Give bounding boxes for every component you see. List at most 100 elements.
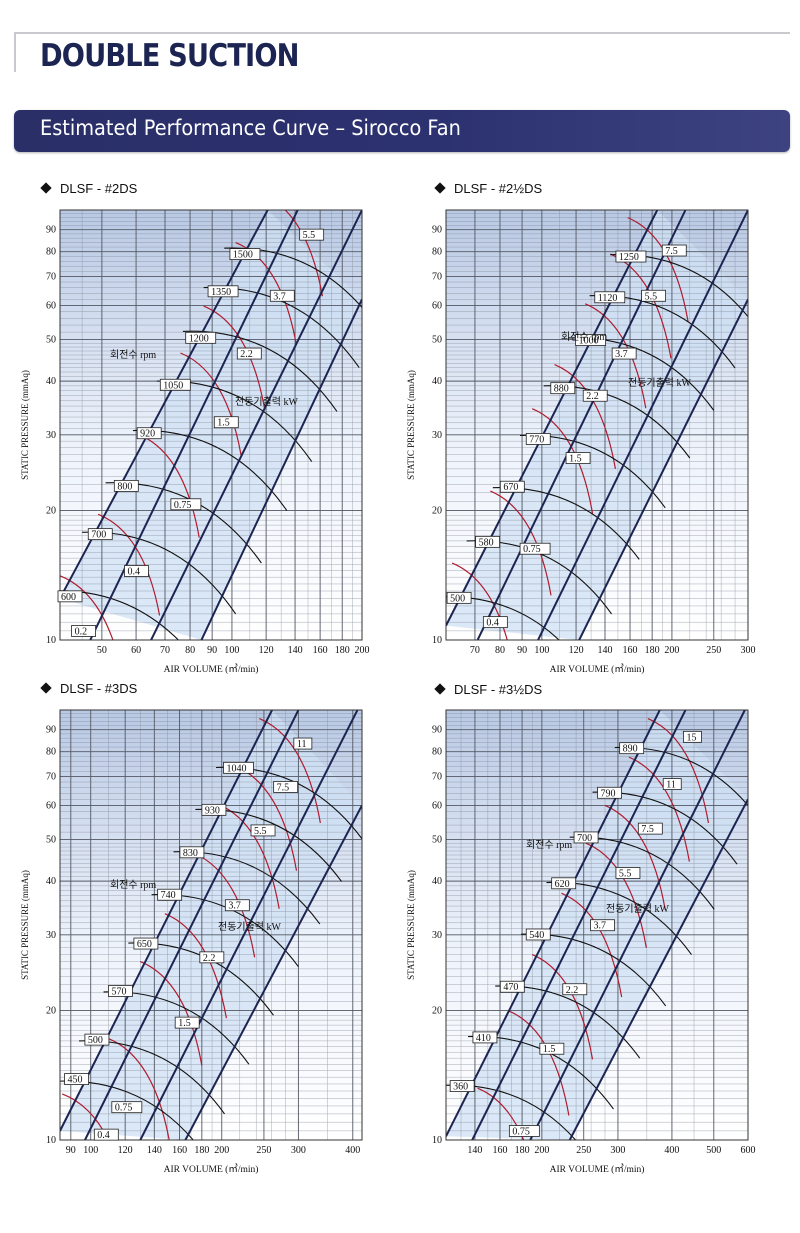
label-text: 1.5 <box>217 418 230 429</box>
operating-region <box>60 210 362 640</box>
boundary-line <box>84 710 300 1140</box>
label-box <box>446 591 472 604</box>
power-label-5.5: 5.5 <box>299 228 325 241</box>
power-curve-0.4 <box>451 562 508 640</box>
label-text: 700 <box>577 833 592 844</box>
x-tick-label: 70 <box>160 645 170 656</box>
label-text: 410 <box>476 1033 491 1044</box>
x-tick-label: 180 <box>194 1145 209 1156</box>
label-box <box>525 928 551 941</box>
power-title: 전동기출력 kW <box>606 903 670 915</box>
label-text: 1250 <box>619 252 639 263</box>
label-box <box>683 730 702 743</box>
chart-title-text: DLSF - #2½DS <box>454 181 543 196</box>
y-tick-label: 60 <box>432 800 442 811</box>
power-curve-11 <box>259 718 321 824</box>
label-text: 1.5 <box>543 1044 556 1055</box>
rpm-label-920: 920 <box>136 427 162 440</box>
label-box <box>213 416 239 429</box>
power-label-2.2: 2.2 <box>236 347 262 360</box>
rpm-label-470: 470 <box>499 980 525 993</box>
label-text: 540 <box>529 930 544 941</box>
y-tick-label: 10 <box>432 635 442 646</box>
power-label-0.75: 0.75 <box>170 498 202 511</box>
label-box <box>499 980 525 993</box>
rpm-label-670: 670 <box>499 480 525 493</box>
power-curve-3.7 <box>235 242 297 346</box>
power-curve-0.4 <box>61 1093 109 1140</box>
x-tick-label: 250 <box>706 645 721 656</box>
label-box <box>539 1042 565 1055</box>
label-box <box>661 244 687 257</box>
x-tick-label: 300 <box>291 1145 306 1156</box>
rpm-label-500: 500 <box>84 1033 110 1046</box>
y-tick-label: 10 <box>46 635 56 646</box>
boundary-line <box>446 210 659 627</box>
boundary-line <box>529 710 746 1140</box>
chart-title-text: DLSF - #3DS <box>60 681 138 696</box>
x-tick-label: 140 <box>147 1145 162 1156</box>
power-label-7.5: 7.5 <box>661 244 687 257</box>
chart-3ds: 45050057065074083093010400.40.751.52.23.… <box>20 709 363 1175</box>
x-tick-label: 100 <box>224 645 239 656</box>
diamond-bullet-icon <box>434 181 446 194</box>
label-text: 890 <box>623 744 638 755</box>
y-tick-label: 80 <box>432 747 442 758</box>
label-text: 1.5 <box>569 454 582 465</box>
x-tick-label: 300 <box>610 1145 625 1156</box>
rpm-label-620: 620 <box>551 877 577 890</box>
page-title: DOUBLE SUCTION <box>40 38 299 74</box>
boundary-line <box>578 298 748 640</box>
power-curve-0.75 <box>138 434 200 538</box>
power-curve-1.5 <box>140 961 203 1066</box>
label-box <box>475 535 500 548</box>
label-box <box>87 528 113 541</box>
label-text: 1.5 <box>178 1018 191 1029</box>
power-label-5.5: 5.5 <box>615 867 641 880</box>
x-tick-label: 90 <box>66 1145 76 1156</box>
x-axis-title: AIR VOLUME (㎥/min) <box>164 663 259 675</box>
label-text: 770 <box>529 434 544 445</box>
plot-area <box>446 210 748 640</box>
label-text: 3.7 <box>615 349 628 360</box>
label-text: 650 <box>137 939 152 950</box>
label-text: 3.7 <box>594 921 607 932</box>
x-tick-label: 200 <box>664 645 679 656</box>
chart-2-5ds: 500 580 670 770 880 1000 1120 1250 0.4 0.75 1.5 2.2… <box>406 209 756 675</box>
label-box <box>508 1125 540 1137</box>
x-tick-label: 250 <box>576 1145 591 1156</box>
label-text: 2.2 <box>586 391 599 402</box>
power-curve-15 <box>647 718 710 824</box>
plot-border <box>59 709 363 1141</box>
x-tick-label: 80 <box>185 645 195 656</box>
label-text: 0.75 <box>174 500 192 511</box>
x-tick-label: 70 <box>470 645 480 656</box>
diamond-bullet-icon <box>434 682 446 695</box>
label-text: 620 <box>555 879 570 890</box>
y-tick-label: 80 <box>432 247 442 258</box>
rpm-title: 회전수 rpm <box>110 879 156 891</box>
label-text: 830 <box>183 848 198 859</box>
label-box <box>133 937 159 950</box>
label-text: 0.4 <box>97 1130 110 1141</box>
label-text: 470 <box>503 982 518 993</box>
label-text: 2.2 <box>240 349 253 360</box>
power-label-2.2: 2.2 <box>199 951 225 964</box>
label-box <box>111 1101 143 1114</box>
y-tick-label: 50 <box>432 834 442 845</box>
power-label-3.7: 3.7 <box>611 347 637 360</box>
boundary-line <box>139 710 359 1140</box>
major-grid <box>446 210 748 640</box>
label-text: 0.2 <box>75 626 88 637</box>
power-label-15: 15 <box>683 730 702 743</box>
plot-area <box>60 210 362 640</box>
y-tick-label: 70 <box>432 772 442 783</box>
boundary-line <box>446 710 661 1137</box>
power-label-3.7: 3.7 <box>224 899 250 912</box>
label-box <box>57 590 83 603</box>
x-tick-label: 140 <box>467 1145 482 1156</box>
boundary-line <box>184 804 362 1140</box>
x-tick-label: 100 <box>83 1145 98 1156</box>
label-text: 0.4 <box>127 567 140 578</box>
power-label-1.5: 1.5 <box>213 416 239 429</box>
